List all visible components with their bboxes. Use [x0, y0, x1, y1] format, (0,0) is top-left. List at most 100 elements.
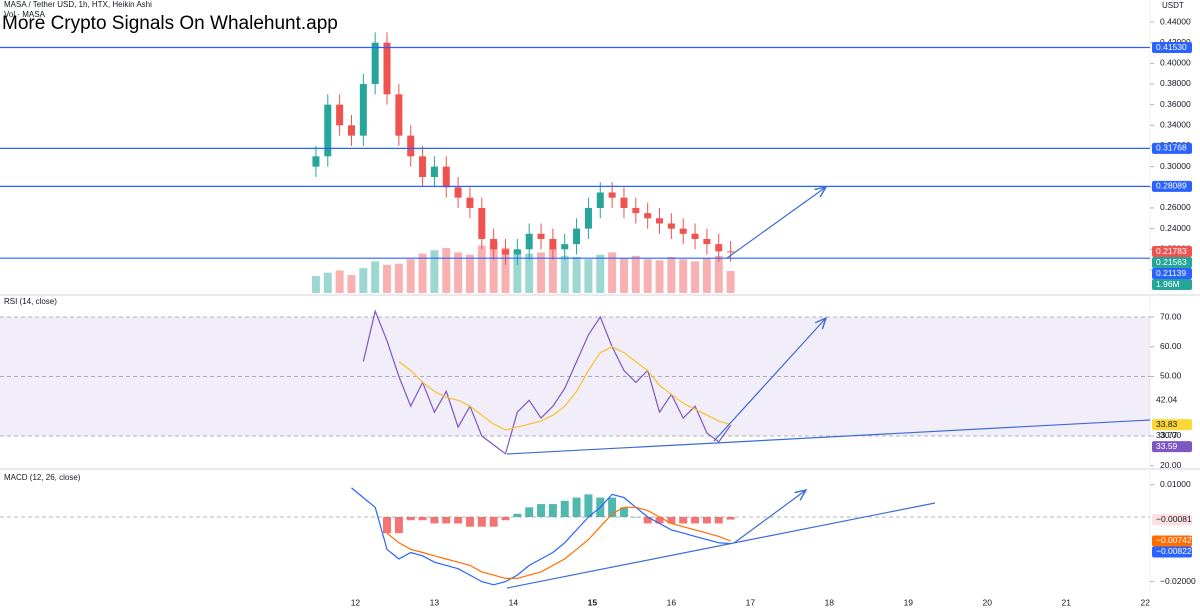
- macd-histogram-bar: [394, 516, 403, 534]
- volume-bar: [691, 261, 700, 293]
- macd-histogram-bar: [714, 516, 723, 524]
- price-tag-box: [1152, 257, 1192, 269]
- candle-body: [324, 104, 332, 157]
- candle-body: [691, 233, 699, 239]
- y-tick-label: 0.44000: [1160, 16, 1191, 26]
- macd-histogram-bar: [383, 516, 392, 534]
- candle-body: [525, 233, 533, 250]
- x-tick-label: 22: [1141, 597, 1151, 607]
- arrow: [713, 318, 826, 442]
- macd-histogram-bar: [572, 497, 581, 517]
- candle-body: [430, 166, 438, 177]
- volume-bar: [584, 259, 593, 293]
- x-tick-label: 15: [588, 597, 598, 607]
- candle-body: [478, 207, 486, 239]
- macd-histogram-bar: [525, 507, 534, 517]
- price-tag-label: 0.21139: [1156, 268, 1186, 278]
- volume-bar: [454, 252, 463, 293]
- price-tag-label: −0.00822: [1156, 546, 1192, 556]
- y-tick-label: 0.42000: [1160, 37, 1191, 47]
- rsi-band: [0, 317, 1150, 436]
- y-tick-label: 0.36000: [1160, 99, 1191, 109]
- volume-bar: [702, 258, 711, 293]
- macd-histogram-bar: [584, 494, 593, 517]
- volume-bar: [525, 253, 534, 293]
- price-tag-label: −0.00742: [1156, 535, 1192, 545]
- drawings: [506, 187, 1151, 589]
- volume-bar: [371, 261, 380, 293]
- volume-bar: [465, 254, 474, 293]
- macd-histogram-bar: [619, 507, 628, 517]
- price-tag-box: [1152, 546, 1192, 558]
- macd-histogram-bar: [691, 516, 700, 524]
- price-tag-label: 33.83: [1156, 419, 1178, 429]
- candle-body: [715, 244, 723, 252]
- x-tick-label: 20: [983, 597, 993, 607]
- candle-body: [632, 207, 640, 214]
- trend-line: [506, 502, 936, 589]
- macd-histogram-bar: [608, 497, 617, 517]
- candle-body: [347, 125, 355, 136]
- candle-body: [561, 244, 569, 250]
- volume-bar: [335, 270, 344, 293]
- y-tick-label: 0.26000: [1160, 202, 1191, 212]
- volume-bar: [359, 268, 368, 293]
- volume-bar: [667, 256, 676, 293]
- plot-layer: 0.200000.220000.240000.260000.280000.300…: [0, 16, 1196, 607]
- indicator-line: [398, 346, 731, 431]
- arrow: [726, 187, 826, 259]
- macd-histogram-bar: [631, 516, 640, 518]
- candle-body: [419, 156, 427, 177]
- volume-bar: [726, 270, 735, 293]
- price-tag-label: 33.77: [1156, 430, 1178, 440]
- price-tag-label: −0.00081: [1156, 514, 1192, 524]
- volume-title: Vol · MASA: [4, 10, 46, 19]
- symbol-title: MASA / Tether USD, 1h, HTX, Heikin Ashi: [4, 0, 152, 9]
- x-tick-label: 14: [509, 597, 519, 607]
- candle-body: [596, 192, 604, 208]
- price-tag-label: 1.96M: [1156, 279, 1180, 289]
- volume-bar: [560, 255, 569, 293]
- candle-body: [312, 156, 320, 167]
- y-tick-label: 30.00: [1160, 430, 1182, 440]
- volume-bar: [383, 264, 392, 293]
- macd-histogram-bar: [418, 516, 427, 521]
- candle-body: [549, 238, 557, 250]
- macd-title: MACD (12, 26, close): [4, 473, 81, 482]
- macd-histogram-bar: [513, 513, 522, 517]
- x-tick-label: 12: [351, 597, 361, 607]
- macd-histogram-bar: [667, 516, 676, 524]
- candle-body: [703, 238, 711, 245]
- y-tick-label: 60.00: [1160, 341, 1182, 351]
- price-tag-box: [1152, 419, 1192, 431]
- indicator-line: [362, 309, 732, 455]
- macd-histogram-bar: [454, 516, 463, 524]
- macd-histogram-bar: [679, 516, 688, 524]
- price-tag-box: [1152, 42, 1192, 54]
- macd-histogram-bar: [489, 516, 498, 527]
- indicator-line: [351, 487, 731, 586]
- y-tick-label: 0.40000: [1160, 58, 1191, 68]
- volume-bar: [418, 253, 427, 293]
- x-tick-label: 17: [746, 597, 756, 607]
- indicator-line: [386, 506, 731, 579]
- x-tick-label: 13: [430, 597, 440, 607]
- macd-histogram-bar: [465, 516, 474, 527]
- price-tag-box: [1152, 268, 1192, 280]
- candle-body: [336, 104, 344, 126]
- candle-body: [679, 228, 687, 234]
- macd-histogram-bar: [501, 516, 510, 521]
- candle-body: [454, 187, 462, 198]
- y-tick-label: −0.02000: [1160, 576, 1196, 586]
- volume-bar: [347, 274, 356, 293]
- volume-bar: [311, 276, 320, 293]
- x-tick-label: 16: [667, 597, 677, 607]
- volume-bar: [537, 252, 546, 293]
- y-tick-label: 20.00: [1160, 460, 1182, 470]
- candle-body: [584, 207, 592, 229]
- candle-body: [442, 166, 450, 188]
- macd-histogram-bar: [430, 516, 439, 524]
- price-tag-box: [1152, 279, 1192, 291]
- price-tag-label: 0.21783: [1156, 246, 1187, 256]
